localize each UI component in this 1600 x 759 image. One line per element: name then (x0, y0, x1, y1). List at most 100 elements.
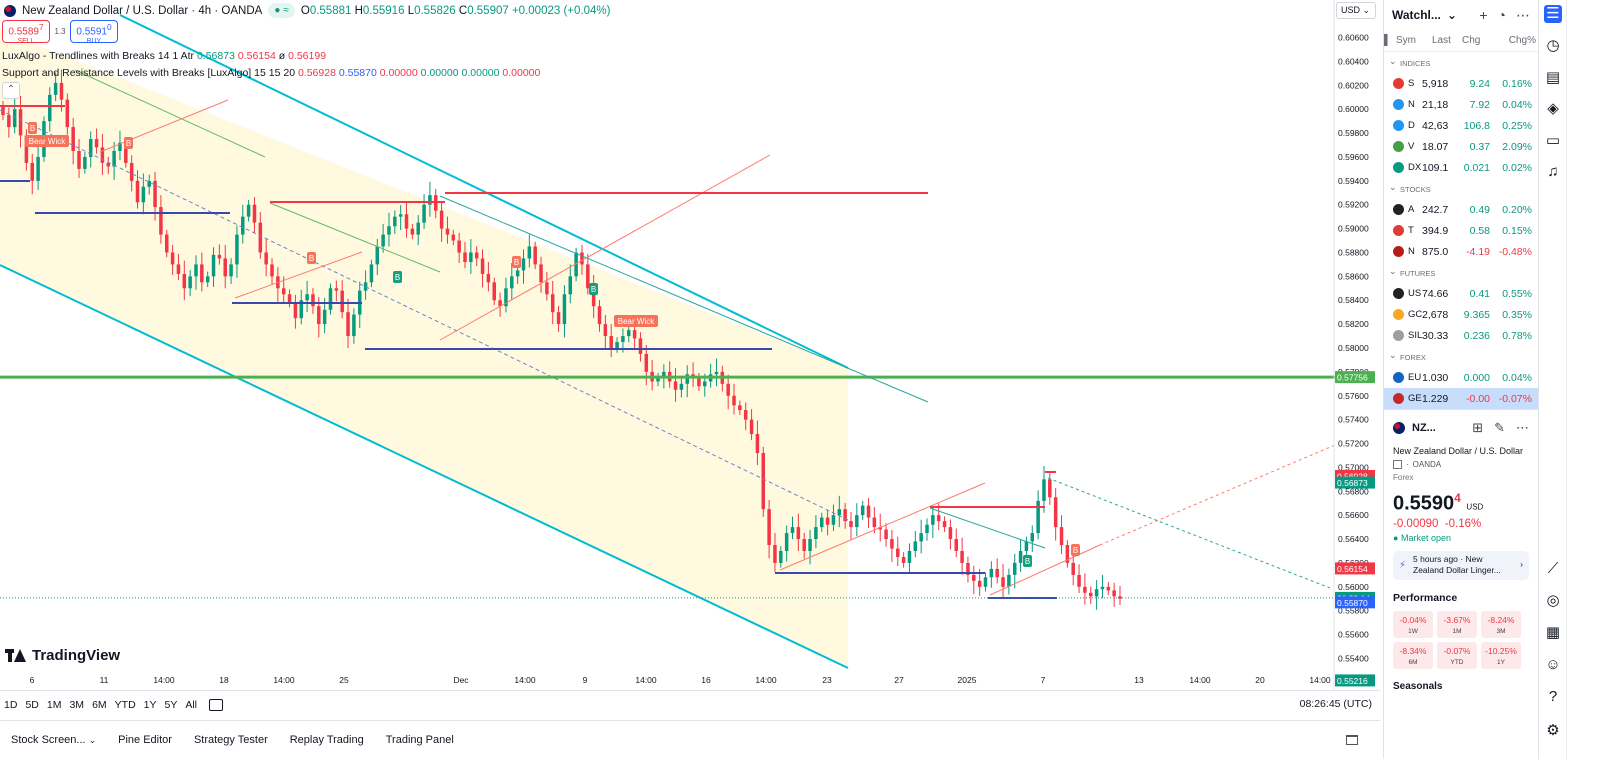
candle-body (94, 139, 99, 148)
range-6m[interactable]: 6M (92, 698, 107, 711)
tab-pine-editor[interactable]: Pine Editor (118, 734, 172, 746)
candle-body (404, 214, 409, 229)
watchlist-row[interactable]: S 5,918 9.24 0.16% (1384, 73, 1538, 94)
add-symbol-icon[interactable]: + (1479, 6, 1488, 23)
watchlist-row[interactable]: A 242.7 0.49 0.20% (1384, 199, 1538, 220)
details-symbol[interactable]: NZ... (1412, 422, 1436, 434)
watchlist-row[interactable]: V 18.07 0.37 2.09% (1384, 136, 1538, 157)
range-1d[interactable]: 1D (4, 698, 18, 711)
tab-stock-screener[interactable]: Stock Screen... ⌄ (0, 734, 107, 746)
watchlist-row[interactable]: DX 109.1 0.021 0.02% (1384, 157, 1538, 178)
help-icon[interactable]: ? (1548, 688, 1558, 705)
more-options-icon[interactable]: ⋯ (1516, 420, 1529, 435)
news-time: 5 hours ago (1413, 553, 1458, 564)
tradingview-logo[interactable]: TradingView (5, 647, 120, 664)
tab-strategy-tester[interactable]: Strategy Tester (193, 734, 268, 746)
external-link-icon[interactable] (1393, 460, 1402, 469)
trendline-support (439, 154, 771, 341)
notification-bell-icon[interactable]: ♫ (1547, 163, 1559, 180)
candle-body (135, 180, 140, 203)
more-options-icon[interactable]: ⋯ (1516, 6, 1530, 23)
details-source-name[interactable]: OANDA (1412, 460, 1442, 469)
symbol-logo-icon (1393, 120, 1404, 131)
watchlist-row[interactable]: GC 2,678 9.365 0.35% (1384, 304, 1538, 325)
col-chg[interactable]: Chg (1462, 35, 1481, 46)
range-ytd[interactable]: YTD (114, 698, 136, 711)
tab-replay-trading[interactable]: Replay Trading (289, 734, 364, 746)
candle-body (205, 276, 210, 283)
sell-button[interactable]: 0.55897 SELL (2, 20, 50, 45)
layout-icon[interactable]: ⊞ (1472, 420, 1484, 435)
col-chg-pct[interactable]: Chg% (1508, 35, 1536, 46)
performance-cell-1y[interactable]: -10.25% 1Y (1481, 641, 1521, 669)
chat-icon[interactable]: ▭ (1545, 132, 1561, 149)
buy-button[interactable]: 0.55910 BUY (70, 20, 118, 45)
col-last[interactable]: Last (1432, 35, 1451, 46)
watchlist-section-forex[interactable]: FOREX (1384, 343, 1538, 367)
calendar-icon[interactable]: ▤ (1545, 69, 1561, 86)
watchlist-row[interactable]: GE 1.229 -0.00 -0.07% (1384, 388, 1538, 409)
range-5d[interactable]: 5D (25, 698, 39, 711)
currency-select[interactable]: USD ⌄ (1336, 2, 1376, 19)
chart-area[interactable]: Bear Wick Bear Wick B B B B B B B B 0.60600 0.60400… (0, 0, 1376, 702)
watchlist-row[interactable]: EU 1.030 0.000 0.04% (1384, 367, 1538, 388)
candle-body (574, 252, 578, 277)
symbol-details: NZ... ⊞ ✎ ⋯ New Zealand Dollar / U.S. Do… (1384, 410, 1538, 692)
performance-cell-ytd[interactable]: -0.07% YTD (1437, 641, 1477, 669)
watchlist-row[interactable]: SIL 30.33 0.236 0.78% (1384, 325, 1538, 346)
target-icon[interactable]: ◎ (1546, 592, 1560, 609)
watchlist-icon[interactable]: ☰ (1544, 5, 1562, 23)
range-3m[interactable]: 3M (69, 698, 85, 711)
tab-trading-panel[interactable]: Trading Panel (385, 734, 454, 746)
maximize-panel-icon[interactable] (1346, 735, 1358, 745)
layers-icon[interactable]: ◈ (1547, 100, 1559, 117)
watchlist-last: 21,18 (1422, 98, 1449, 111)
range-all[interactable]: All (185, 698, 198, 711)
price-chart[interactable]: Bear Wick Bear Wick B B B B B B B B 0.60600 0.60400… (0, 0, 1383, 690)
advanced-view-icon[interactable]: ◔ (1497, 6, 1506, 23)
performance-period: 6M (1408, 658, 1418, 666)
people-icon[interactable]: ☺ (1545, 656, 1561, 673)
candle-body (88, 139, 93, 157)
watchlist-row[interactable]: N 875.0 -4.19 -0.48% (1384, 241, 1538, 262)
utc-clock[interactable]: 08:26:45 (UTC) (1299, 698, 1372, 710)
news-headline[interactable]: ⚡ 5 hours ago · New Zealand Dollar Linge… (1393, 550, 1529, 580)
drawing-tool-icon[interactable]: ⟋ (1547, 560, 1559, 577)
range-1m[interactable]: 1M (46, 698, 62, 711)
watchlist-symbol: EU (1408, 372, 1422, 383)
trendline-support (99, 99, 229, 153)
performance-cell-3m[interactable]: -8.24% 3M (1481, 610, 1521, 638)
watchlist-row[interactable]: US 74.66 0.41 0.55% (1384, 283, 1538, 304)
chevron-down-icon[interactable]: ⌄ (1446, 8, 1457, 22)
performance-cell-1m[interactable]: -3.67% 1M (1437, 610, 1477, 638)
channel-upper-line (119, 14, 849, 369)
watchlist-row[interactable]: D 42,63 106.8 0.25% (1384, 115, 1538, 136)
performance-cell-6m[interactable]: -8.34% 6M (1393, 641, 1433, 669)
candle-body (1012, 562, 1017, 575)
range-5y[interactable]: 5Y (164, 698, 178, 711)
collapse-legend-button[interactable]: ⌃ (2, 82, 20, 99)
alerts-clock-icon[interactable]: ◷ (1546, 37, 1560, 54)
watchlist-section-indices[interactable]: INDICES (1384, 49, 1538, 73)
edit-icon[interactable]: ✎ (1494, 420, 1505, 435)
y-axis-tick-label: 0.56600 (1338, 510, 1369, 520)
candle-body (164, 234, 169, 253)
watchlist-title[interactable]: Watchl... (1392, 8, 1441, 22)
candle-body (18, 109, 23, 136)
y-axis-tick-label: 0.60600 (1338, 33, 1369, 43)
candle-body (907, 550, 912, 563)
watchlist-section-stocks[interactable]: STOCKS (1384, 175, 1538, 199)
watchlist-row[interactable]: T 394.9 0.58 0.15% (1384, 220, 1538, 241)
col-sym[interactable]: Sym (1396, 35, 1416, 46)
performance-cell-1w[interactable]: -0.04% 1W (1393, 610, 1433, 638)
details-price-sup: 4 (1454, 491, 1461, 505)
market-status: ● Market open (1393, 533, 1529, 543)
calendar-icon[interactable] (209, 698, 224, 711)
settings-icon[interactable]: ⚙ (1546, 722, 1560, 739)
watchlist-row[interactable]: N 21,18 7.92 0.04% (1384, 94, 1538, 115)
watchlist-last: 18.07 (1422, 140, 1449, 153)
watchlist-section-futures[interactable]: FUTURES (1384, 259, 1538, 283)
calendar-icon[interactable]: ▦ (1545, 624, 1561, 641)
scrollbar[interactable] (1566, 0, 1600, 759)
range-1y[interactable]: 1Y (143, 698, 157, 711)
